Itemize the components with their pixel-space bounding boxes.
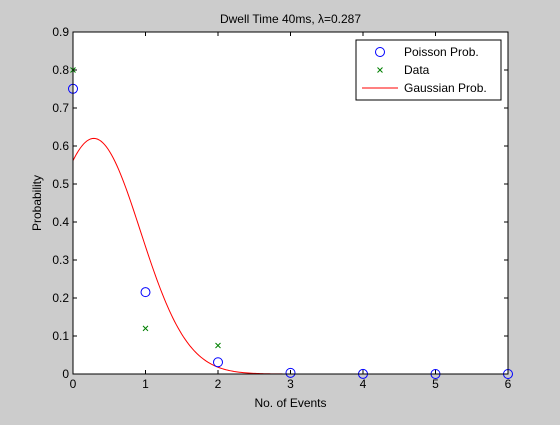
x-tick-label: 0 — [70, 377, 77, 391]
y-tick-label: 0.1 — [52, 329, 69, 343]
x-tick-label: 5 — [432, 377, 439, 391]
x-tick-label: 3 — [287, 377, 294, 391]
legend-label-gaussian: Gaussian Prob. — [404, 81, 487, 95]
y-tick-label: 0.7 — [52, 101, 69, 115]
poisson-point — [285, 367, 296, 378]
y-tick-label: 0.4 — [52, 215, 69, 229]
y-tick-label: 0.9 — [52, 25, 69, 39]
plot-border — [72, 31, 509, 375]
y-tick-label: 0.3 — [52, 253, 69, 267]
x-tick-label: 2 — [215, 377, 222, 391]
poisson-point — [213, 357, 223, 368]
poisson-point — [140, 287, 151, 298]
y-tick-label: 0.6 — [52, 139, 69, 153]
chart-title: Dwell Time 40ms, λ=0.287 — [220, 12, 361, 26]
data-point — [142, 325, 149, 332]
data-point — [215, 342, 221, 349]
y-tick-label: 0.8 — [52, 63, 69, 77]
tick-labels: 0 1 2 3 4 5 6 0 0.1 0.2 0.3 0.4 0.5 0.6 0.7 0.8 0.9 — [52, 25, 511, 391]
y-tick-label: 0 — [62, 367, 69, 381]
legend-marker-data — [377, 67, 383, 73]
legend-label-data: Data — [404, 63, 430, 77]
x-tick-label: 1 — [142, 377, 149, 391]
legend-marker-poisson — [375, 47, 385, 57]
y-tick-label: 0.5 — [52, 177, 69, 191]
legend-label-poisson: Poisson Prob. — [404, 45, 479, 59]
x-axis-label: No. of Events — [254, 396, 326, 410]
x-tick-label: 4 — [360, 377, 367, 391]
y-tick-label: 0.2 — [52, 291, 69, 305]
x-tick-label: 6 — [505, 377, 512, 391]
y-axis-label: Probability — [30, 175, 44, 231]
legend: Poisson Prob. Data Gaussian Prob. — [355, 39, 502, 101]
